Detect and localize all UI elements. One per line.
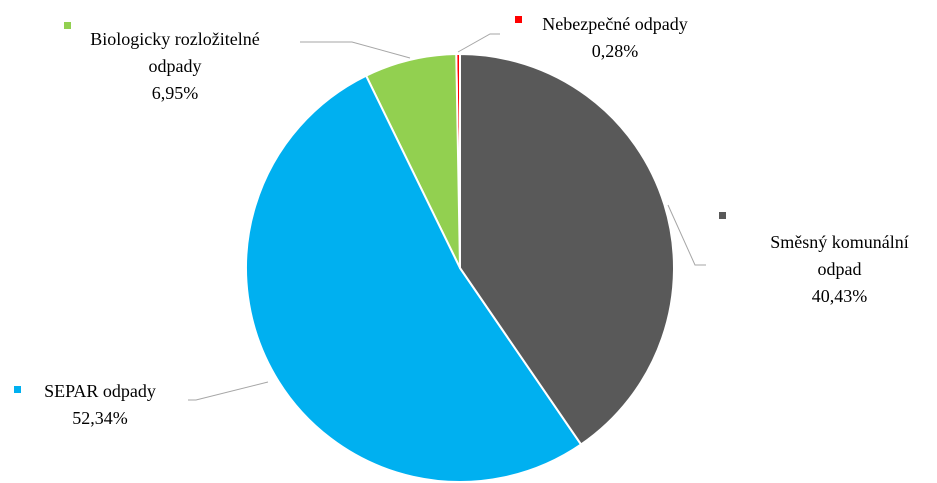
value-label: 40,43% (811, 286, 868, 306)
category-label: Biologicky rozložitelné odpady (90, 29, 260, 76)
value-label: 6,95% (151, 83, 199, 103)
leader-line (667, 204, 706, 266)
value-label: 0,28% (591, 41, 639, 61)
data-label: Směsný komunální odpad 40,43% (752, 229, 927, 310)
pie-slice (459, 52, 675, 446)
pie-slice (245, 74, 583, 483)
data-label: SEPAR odpady 52,34% (20, 378, 180, 432)
leader-line (457, 33, 500, 53)
data-label: Biologicky rozložitelné odpady 6,95% (70, 26, 280, 107)
legend-marker (515, 16, 522, 23)
legend-marker (14, 386, 21, 393)
leader-line (300, 41, 411, 59)
category-label: Směsný komunální odpad (770, 232, 909, 279)
legend-marker (719, 212, 726, 219)
category-label: Nebezpečné odpady (542, 14, 688, 34)
leader-line (188, 381, 269, 401)
data-label: Nebezpečné odpady 0,28% (525, 11, 705, 65)
legend-marker (64, 22, 71, 29)
value-label: 52,34% (72, 408, 128, 428)
category-label: SEPAR odpady (44, 381, 156, 401)
